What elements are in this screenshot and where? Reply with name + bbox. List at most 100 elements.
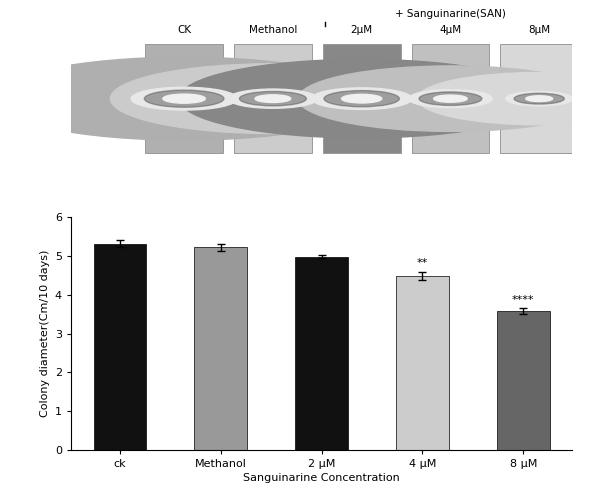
Ellipse shape: [532, 97, 546, 100]
Ellipse shape: [526, 96, 553, 102]
Bar: [497, 311, 549, 450]
Ellipse shape: [342, 94, 382, 103]
Ellipse shape: [444, 78, 590, 119]
Bar: [500, 44, 578, 153]
Ellipse shape: [307, 68, 590, 130]
Ellipse shape: [311, 88, 412, 110]
Ellipse shape: [374, 82, 527, 115]
Text: 4μM: 4μM: [440, 26, 461, 36]
Ellipse shape: [358, 78, 543, 118]
Ellipse shape: [24, 64, 345, 133]
Ellipse shape: [228, 89, 318, 108]
Ellipse shape: [237, 91, 309, 106]
Ellipse shape: [419, 92, 482, 106]
Ellipse shape: [189, 62, 535, 136]
Ellipse shape: [519, 94, 559, 103]
Ellipse shape: [499, 90, 580, 108]
Ellipse shape: [201, 83, 345, 114]
Ellipse shape: [492, 88, 586, 109]
Ellipse shape: [0, 57, 377, 140]
Ellipse shape: [383, 84, 518, 113]
Ellipse shape: [173, 78, 372, 120]
Ellipse shape: [66, 74, 302, 124]
Ellipse shape: [349, 77, 552, 120]
Bar: [412, 44, 489, 153]
Ellipse shape: [110, 64, 435, 134]
Ellipse shape: [471, 84, 590, 113]
Ellipse shape: [55, 71, 313, 126]
Ellipse shape: [442, 97, 459, 100]
Ellipse shape: [431, 76, 590, 122]
Ellipse shape: [88, 78, 281, 120]
Bar: [396, 276, 448, 450]
Ellipse shape: [526, 96, 553, 102]
Bar: [195, 248, 247, 450]
Ellipse shape: [156, 74, 390, 124]
Ellipse shape: [141, 90, 227, 108]
Ellipse shape: [478, 86, 590, 112]
Ellipse shape: [34, 66, 334, 131]
Bar: [296, 257, 348, 450]
Ellipse shape: [340, 75, 560, 122]
Ellipse shape: [145, 90, 224, 107]
Ellipse shape: [219, 87, 327, 110]
Ellipse shape: [352, 96, 372, 101]
Ellipse shape: [131, 88, 237, 110]
Ellipse shape: [255, 95, 291, 102]
Ellipse shape: [163, 94, 205, 104]
Ellipse shape: [417, 72, 590, 125]
Bar: [145, 44, 223, 153]
Text: 8μM: 8μM: [528, 26, 550, 36]
Ellipse shape: [424, 74, 590, 124]
Text: 2μM: 2μM: [350, 26, 373, 36]
Ellipse shape: [485, 87, 590, 110]
Ellipse shape: [109, 82, 259, 115]
Ellipse shape: [199, 64, 524, 134]
Ellipse shape: [146, 72, 399, 126]
Ellipse shape: [332, 73, 569, 124]
Ellipse shape: [183, 80, 363, 118]
Ellipse shape: [45, 68, 323, 128]
Ellipse shape: [280, 81, 443, 116]
Ellipse shape: [366, 80, 535, 117]
Ellipse shape: [512, 93, 566, 104]
Ellipse shape: [298, 66, 590, 132]
Ellipse shape: [434, 95, 467, 102]
Ellipse shape: [321, 90, 402, 108]
Ellipse shape: [246, 93, 300, 104]
Ellipse shape: [130, 87, 238, 110]
Ellipse shape: [192, 81, 354, 116]
Ellipse shape: [129, 68, 417, 130]
Ellipse shape: [301, 86, 422, 112]
Ellipse shape: [434, 95, 467, 102]
Ellipse shape: [77, 76, 291, 122]
Ellipse shape: [120, 85, 248, 112]
Text: + Sanguinarine(SAN): + Sanguinarine(SAN): [395, 10, 506, 20]
Ellipse shape: [315, 70, 586, 128]
Ellipse shape: [179, 60, 545, 138]
Ellipse shape: [173, 96, 195, 101]
Ellipse shape: [425, 93, 476, 104]
Ellipse shape: [506, 92, 573, 106]
Text: Methanol: Methanol: [249, 26, 297, 36]
Text: ****: ****: [512, 294, 535, 304]
Text: **: **: [417, 258, 428, 268]
Ellipse shape: [260, 77, 463, 120]
Ellipse shape: [291, 84, 432, 114]
Ellipse shape: [240, 92, 306, 106]
Ellipse shape: [250, 74, 473, 122]
Ellipse shape: [12, 62, 356, 136]
Ellipse shape: [165, 76, 381, 122]
Text: MM: MM: [81, 99, 100, 109]
Ellipse shape: [465, 82, 590, 114]
Ellipse shape: [137, 70, 408, 128]
Ellipse shape: [323, 72, 578, 126]
Ellipse shape: [264, 96, 282, 100]
Ellipse shape: [219, 68, 504, 129]
Ellipse shape: [240, 72, 484, 125]
Ellipse shape: [255, 95, 291, 102]
X-axis label: Sanguinarine Concentration: Sanguinarine Concentration: [243, 473, 400, 483]
Ellipse shape: [152, 92, 217, 106]
Ellipse shape: [163, 94, 205, 103]
Ellipse shape: [408, 90, 493, 108]
